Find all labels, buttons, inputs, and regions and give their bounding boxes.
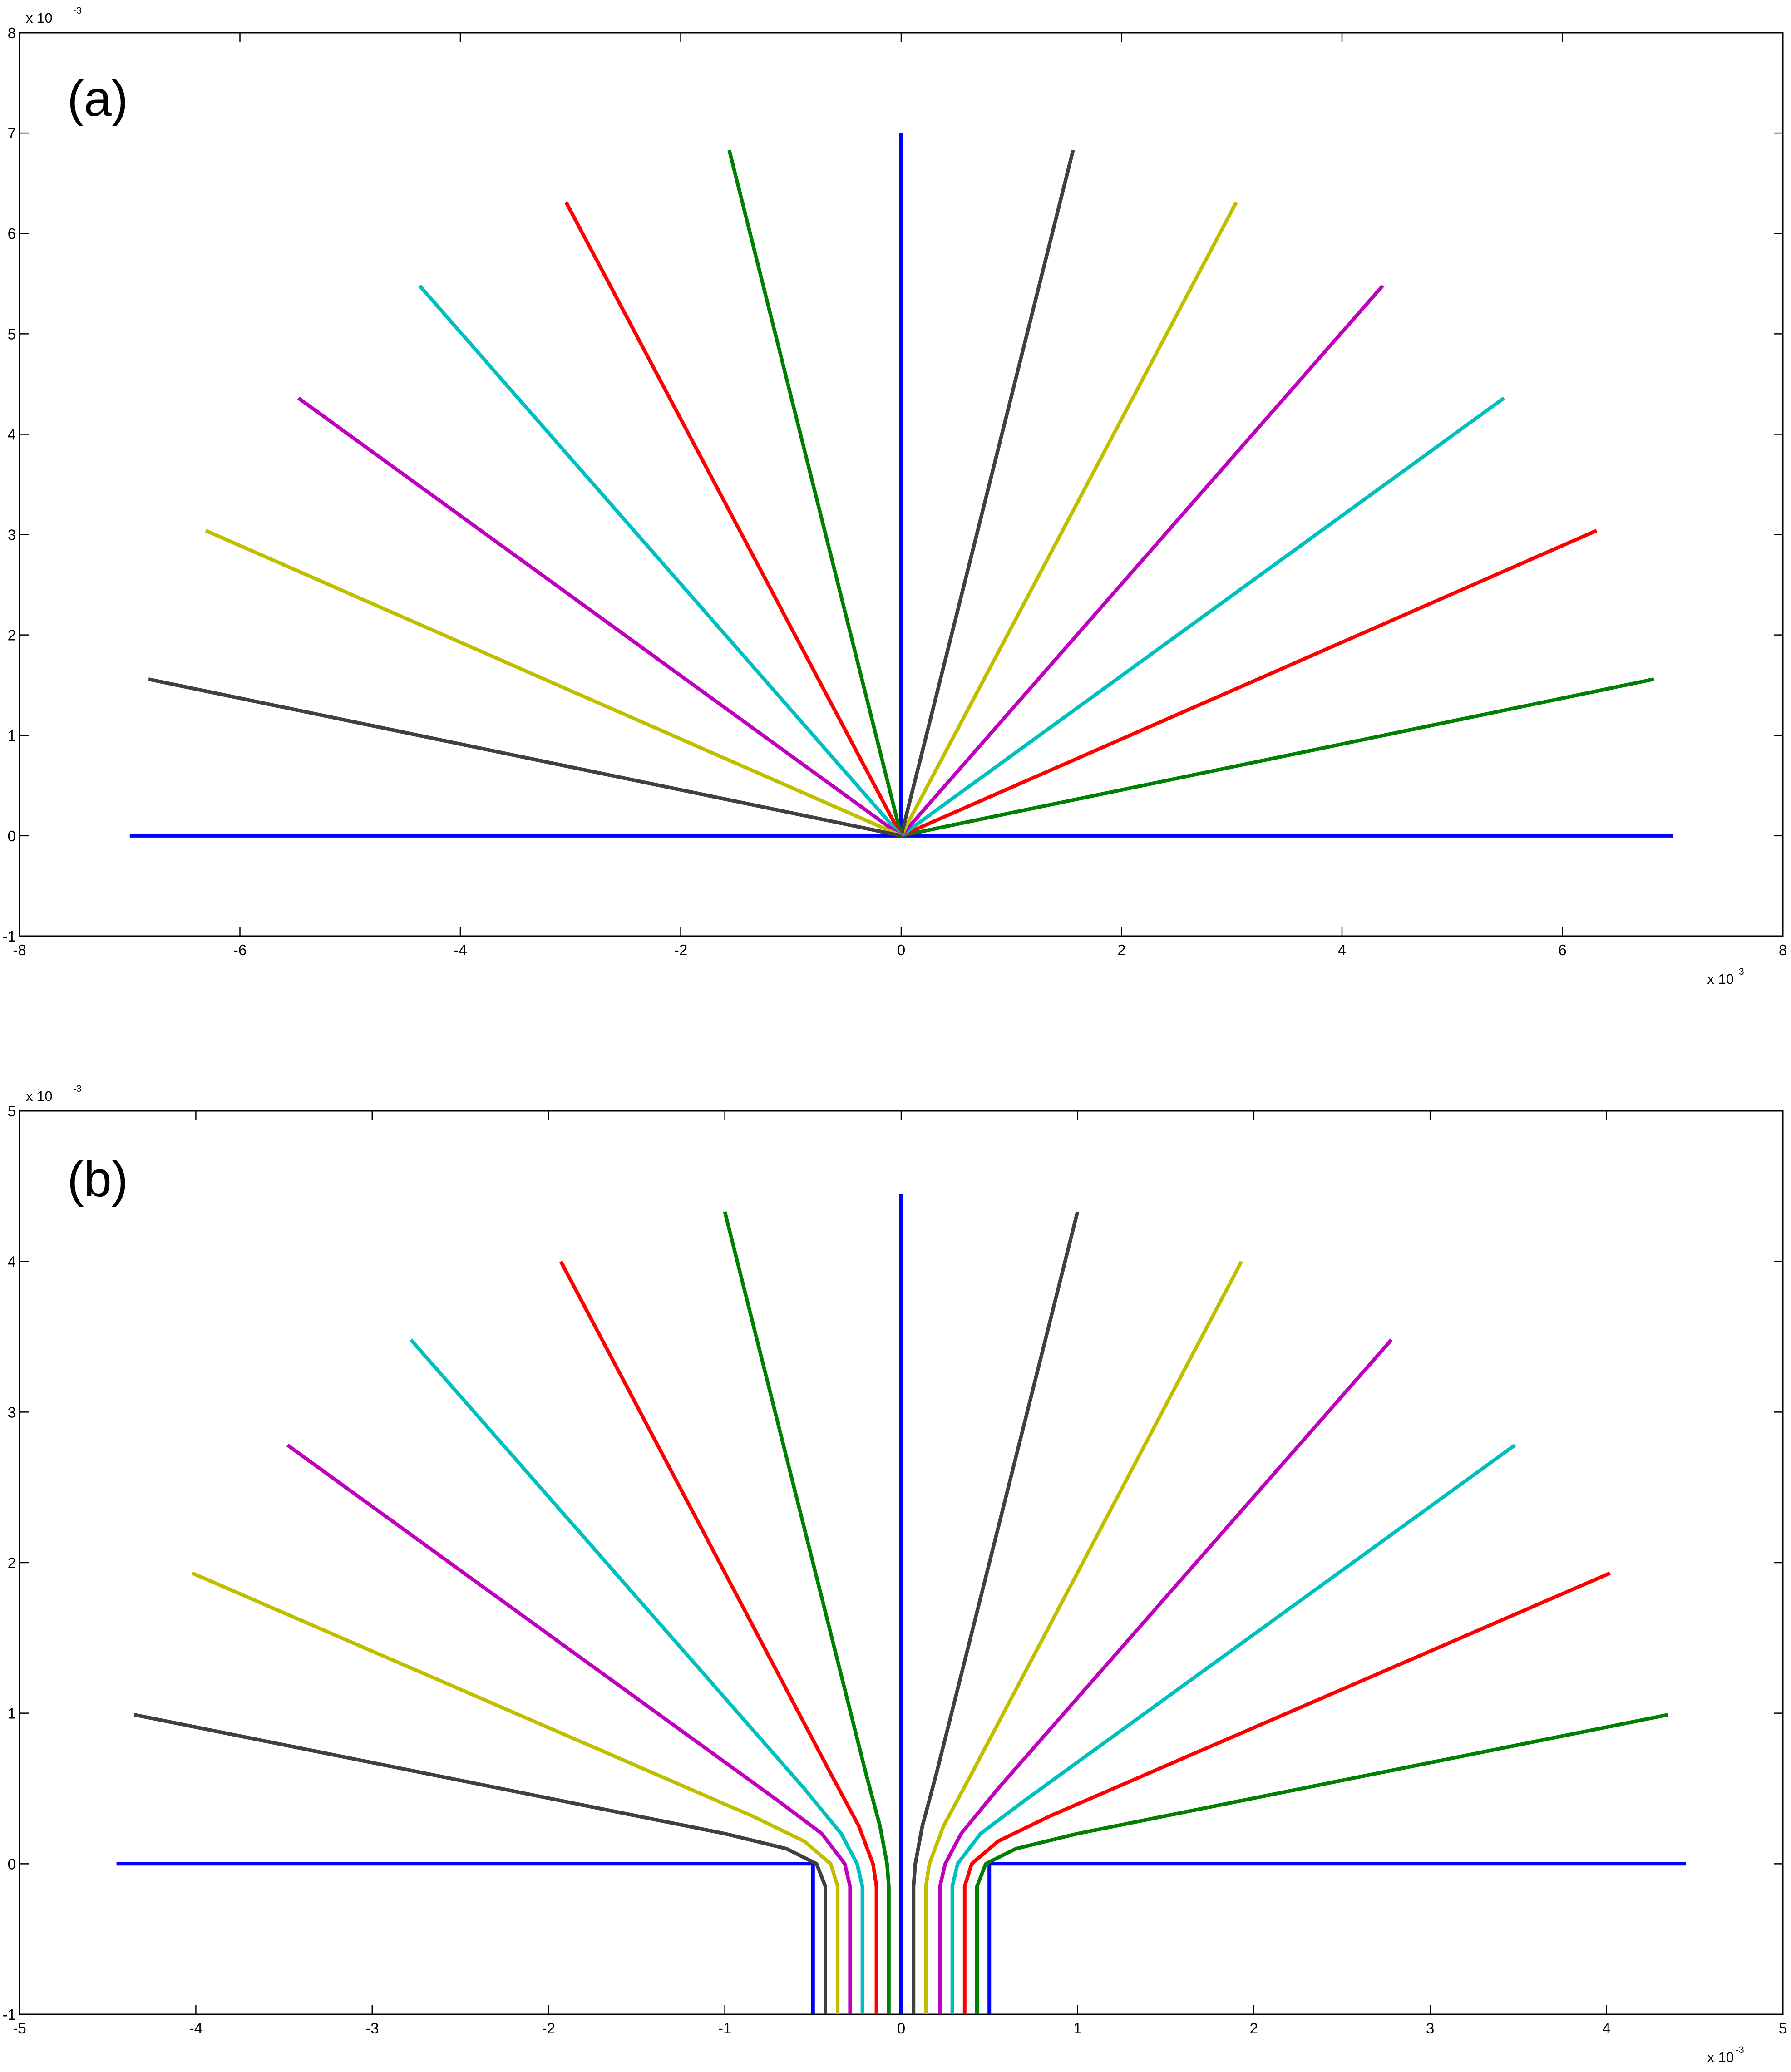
x-exponent-power: -3: [1736, 2045, 1744, 2055]
x-tick-label: 1: [1073, 2020, 1081, 2037]
x-tick-label: -2: [542, 2020, 555, 2037]
y-tick-label: 5: [8, 1103, 16, 1120]
x-tick-label: -8: [13, 942, 26, 958]
series-line-5: [900, 396, 1505, 838]
x-tick-label: -2: [674, 942, 687, 958]
x-tick-label: 2: [1250, 2020, 1258, 2037]
series-line-7: [899, 201, 1238, 837]
y-tick-label: 0: [8, 828, 16, 844]
series-line-8: [962, 1571, 1611, 2014]
x-tick-label: -5: [13, 2020, 26, 2037]
y-tick-label: 1: [8, 1705, 16, 1722]
y-tick-label: 3: [8, 1404, 16, 1421]
series-line-12: [410, 1338, 864, 2014]
series-line-13: [205, 529, 902, 838]
y-exponent-label: x 10: [26, 10, 53, 26]
x-tick-label: 5: [1779, 2020, 1787, 2037]
x-tick-label: 4: [1338, 942, 1346, 958]
series-line-6: [899, 284, 1384, 837]
x-tick-label: 4: [1602, 2020, 1610, 2037]
series-line-9: [727, 149, 903, 836]
y-tick-label: 8: [8, 25, 16, 41]
series-line-11: [418, 284, 903, 837]
y-tick-label: 3: [8, 527, 16, 543]
x-tick-label: -1: [718, 2020, 731, 2037]
series-line-11: [559, 1260, 878, 2014]
y-exponent-power: -3: [73, 5, 82, 16]
x-tick-label: -4: [454, 942, 467, 958]
x-exponent-power: -3: [1736, 967, 1744, 977]
panel-label: (a): [67, 71, 128, 127]
y-tick-label: 5: [8, 326, 16, 342]
series-line-2: [987, 1862, 1686, 2014]
x-exponent-label: x 10: [1707, 2049, 1734, 2065]
series-line-9: [975, 1713, 1669, 2014]
series-line-10: [723, 1211, 891, 2014]
x-tick-label: -3: [365, 2020, 379, 2037]
series-line-14: [192, 1571, 840, 2014]
x-tick-label: 0: [897, 2020, 905, 2037]
y-exponent-power: -3: [73, 1084, 82, 1094]
x-tick-label: 8: [1779, 942, 1787, 958]
y-tick-label: 6: [8, 225, 16, 242]
x-tick-label: 2: [1117, 942, 1125, 958]
series-line-3: [901, 677, 1654, 838]
x-tick-label: -4: [189, 2020, 202, 2037]
x-exponent-label: x 10: [1707, 971, 1734, 987]
series-line-15: [133, 1713, 827, 2014]
series-line-12: [297, 396, 903, 838]
y-tick-label: 2: [8, 1554, 16, 1571]
y-tick-label: 4: [8, 426, 16, 443]
series-line-13: [286, 1444, 852, 2014]
y-tick-label: 0: [8, 1855, 16, 1872]
series-line-1: [116, 1862, 815, 2014]
x-tick-label: 6: [1558, 942, 1566, 958]
y-tick-label: 7: [8, 125, 16, 142]
series-line-6: [938, 1338, 1393, 2014]
x-tick-label: 0: [897, 942, 905, 958]
series-line-5: [924, 1260, 1243, 2014]
y-tick-label: 1: [8, 727, 16, 744]
series-line-4: [900, 529, 1598, 838]
y-tick-label: -1: [3, 2006, 16, 2023]
panel-label: (b): [67, 1151, 128, 1207]
y-tick-label: -1: [3, 928, 16, 945]
series-line-4: [912, 1211, 1080, 2014]
y-tick-label: 2: [8, 627, 16, 644]
series-line-10: [564, 201, 903, 837]
x-tick-label: -6: [233, 942, 247, 958]
series-line-14: [148, 677, 902, 838]
x-tick-label: 3: [1426, 2020, 1434, 2037]
series-line-7: [950, 1444, 1516, 2014]
y-exponent-label: x 10: [26, 1088, 53, 1104]
y-tick-label: 4: [8, 1253, 16, 1270]
series-line-8: [899, 149, 1075, 836]
